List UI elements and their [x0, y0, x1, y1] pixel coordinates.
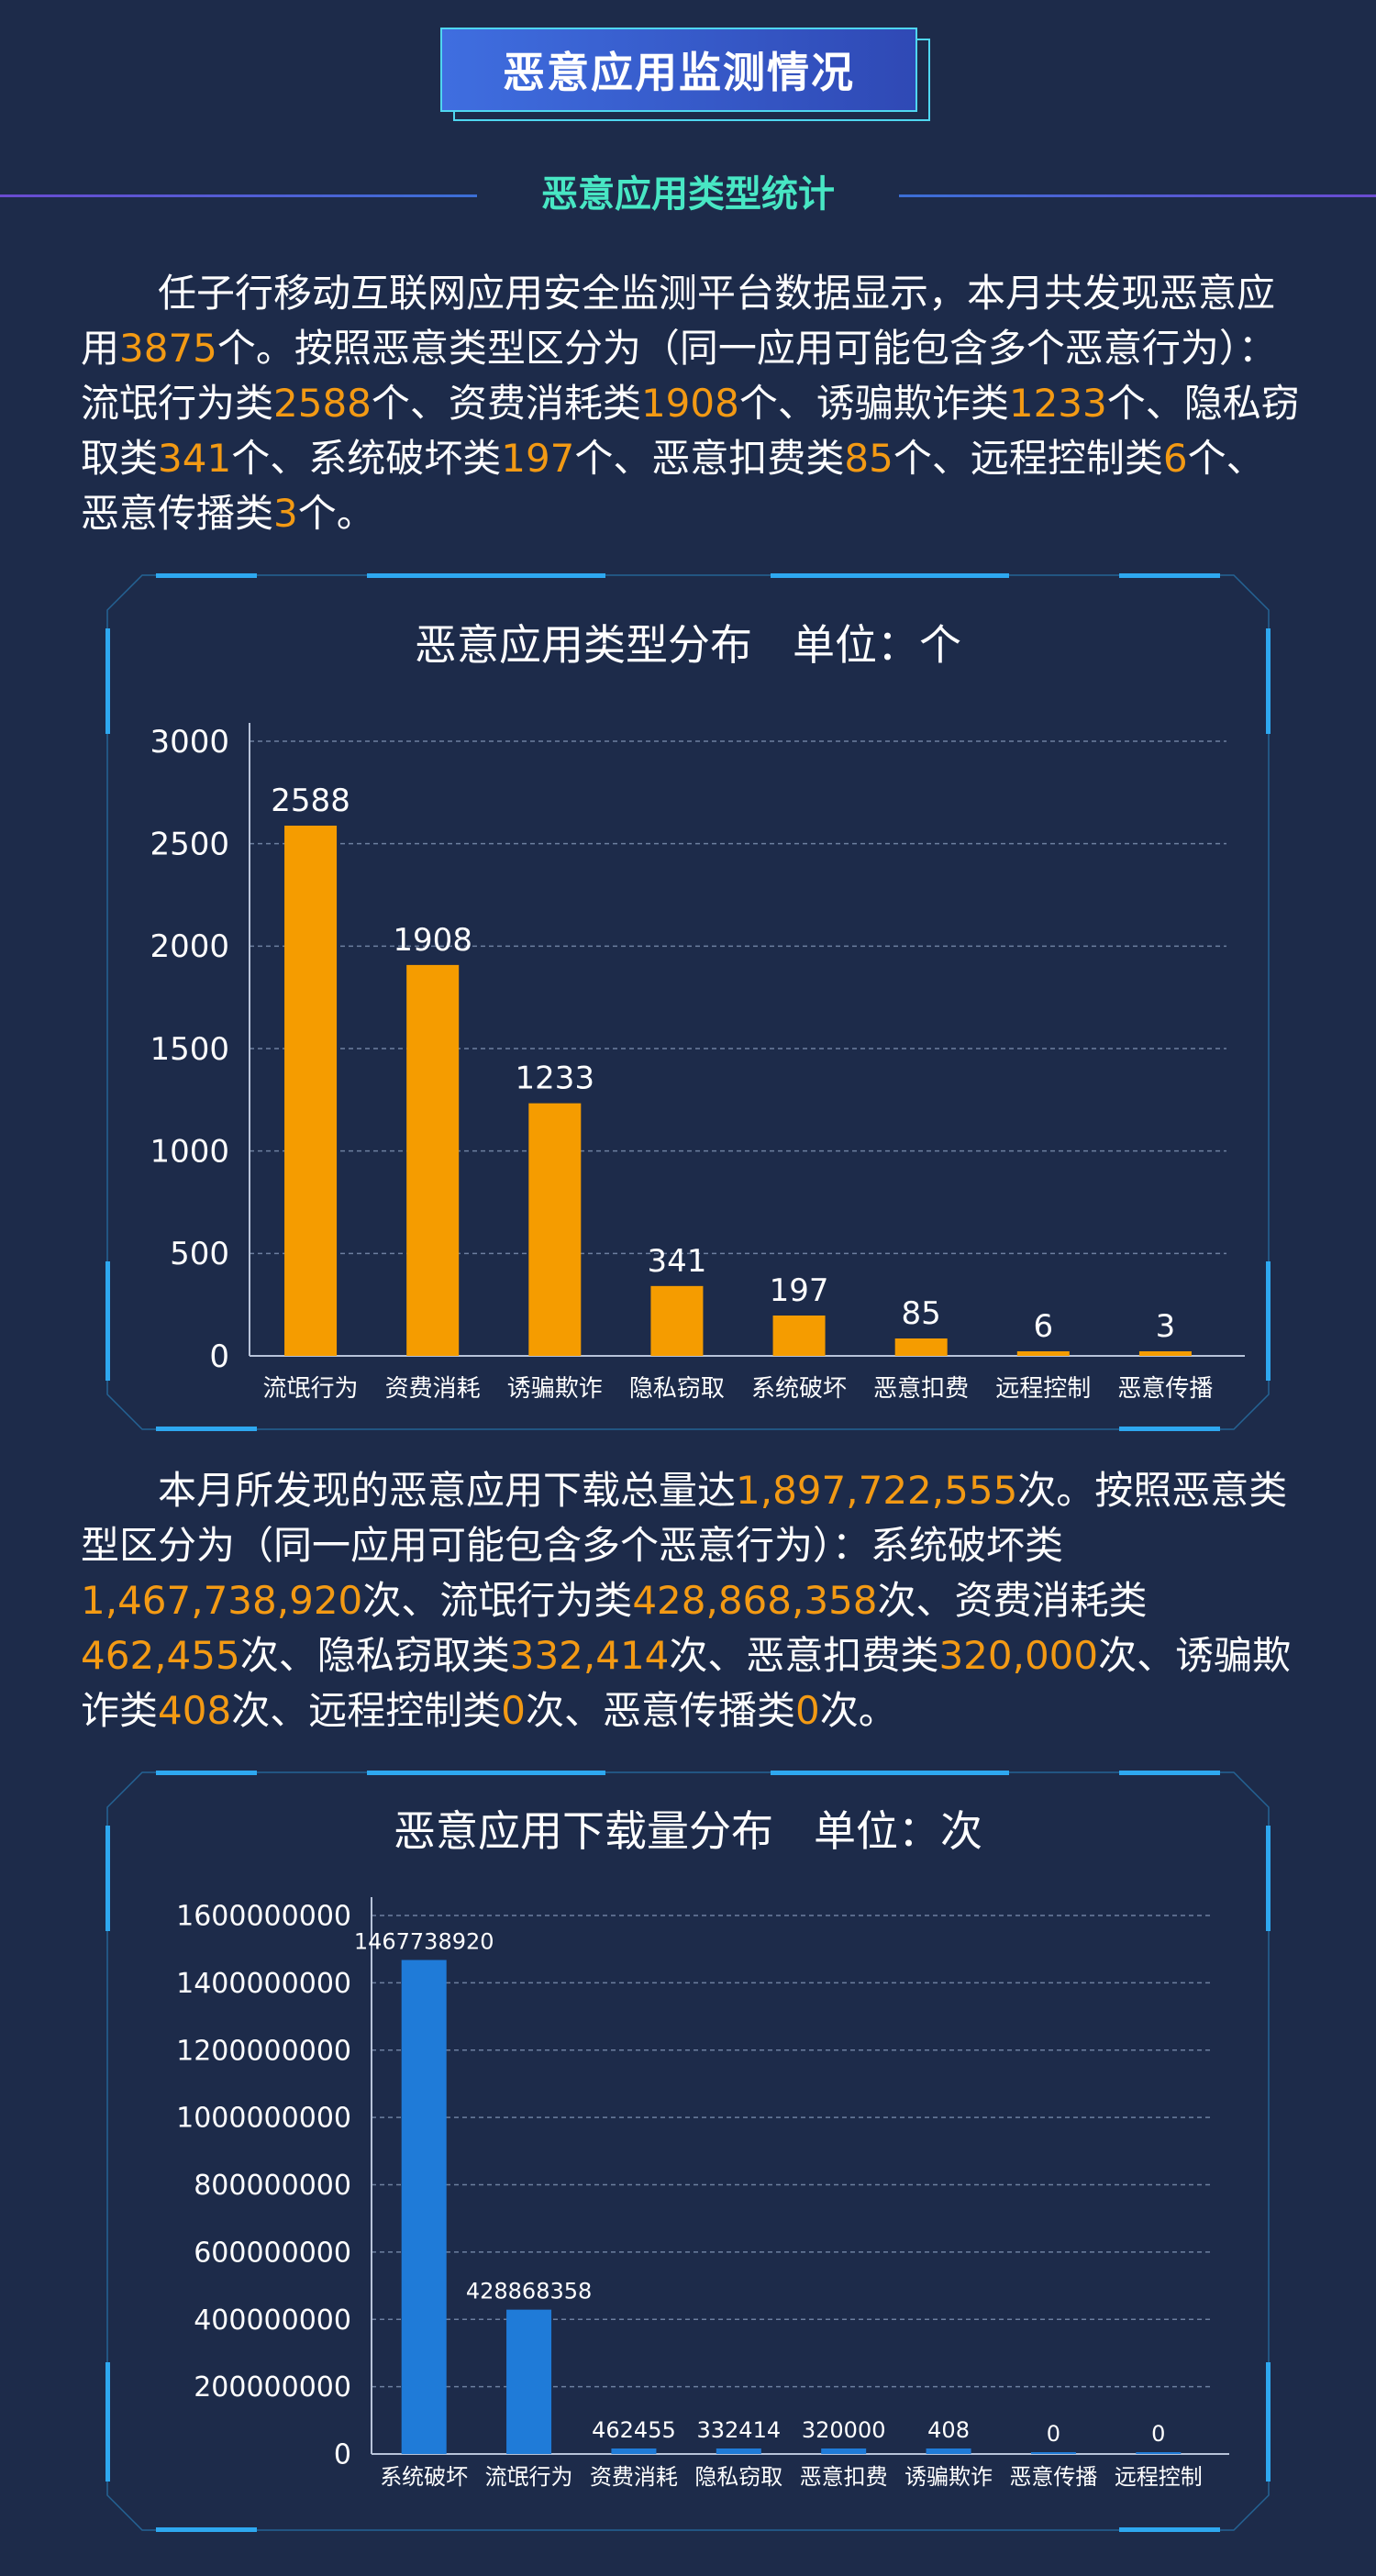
highlight-number: 341 [158, 436, 232, 481]
chart-unit-text: 单位：个 [793, 620, 961, 670]
item-suffix: 个、 [574, 436, 652, 481]
highlight-number: 85 [844, 436, 893, 481]
frame-outline [106, 574, 1270, 1430]
item-suffix: 次、 [231, 1688, 309, 1733]
item-label: 资费消耗类 [448, 381, 641, 426]
item-suffix: 次、 [239, 1633, 317, 1678]
item-suffix: 次、 [362, 1578, 440, 1623]
item-label: 流氓行为类 [439, 1578, 633, 1623]
chart-frame-downloads [105, 1771, 1271, 2532]
frame-outline [106, 1771, 1270, 2531]
highlight-number: 0 [501, 1688, 526, 1733]
highlight-number: 462,455 [81, 1633, 240, 1678]
chart-unit-text: 单位：次 [814, 1806, 982, 1856]
item-label: 诱骗欺诈类 [81, 1633, 1292, 1733]
chart-title-downloads: 恶意应用下载量分布 单位：次 [105, 1798, 1271, 1859]
item-label: 系统破坏类 [308, 436, 502, 481]
section-divider-right [899, 194, 1376, 197]
item-label: 隐私窃取类 [81, 381, 1300, 481]
item-label: 恶意扣费类 [651, 436, 845, 481]
para-text: 任子行移动互联网应用安全监测平台数据显示，本月共发现恶意应用 [81, 271, 1276, 371]
item-suffix: 个、 [1106, 381, 1184, 426]
highlight-number: 1,467,738,920 [81, 1578, 363, 1623]
item-suffix: 个、 [1187, 436, 1265, 481]
section-title: 恶意应用类型统计 [541, 173, 835, 216]
paragraph-downloads: 本月所发现的恶意应用下载总量达1,897,722,555次。按照恶意类型区分为（… [81, 1463, 1301, 1738]
item-suffix: 次、 [877, 1578, 955, 1623]
highlight-number: 1,897,722,555 [736, 1468, 1018, 1513]
item-suffix: 个。 [297, 491, 375, 536]
item-label: 恶意扣费类 [746, 1633, 939, 1678]
highlight-number: 1233 [1008, 381, 1107, 426]
item-label: 远程控制类 [970, 436, 1163, 481]
highlight-number: 408 [158, 1688, 232, 1733]
item-suffix: 次。 [819, 1688, 897, 1733]
highlight-number: 6 [1162, 436, 1188, 481]
item-label: 资费消耗类 [954, 1578, 1148, 1623]
item-label: 远程控制类 [308, 1688, 502, 1733]
chart-panel-types: 恶意应用类型分布 单位：个 0 500 1000 1500 2000 2500 3000 258… [105, 573, 1271, 1431]
item-label: 诱骗欺诈类 [816, 381, 1009, 426]
chart-panel-downloads: 恶意应用下载量分布 单位：次 0 200000000 400000000 6000000… [105, 1771, 1271, 2532]
highlight-number: 332,414 [509, 1633, 670, 1678]
item-suffix: 个、 [738, 381, 816, 426]
main-title-box: 恶意应用监测情况 [440, 28, 930, 121]
paragraph-app-types: 任子行移动互联网应用安全监测平台数据显示，本月共发现恶意应用3875个。按照恶意… [81, 266, 1301, 541]
item-suffix: 个、 [893, 436, 971, 481]
item-suffix: 个、 [231, 436, 309, 481]
item-label: 恶意传播类 [602, 1688, 795, 1733]
page-title: 恶意应用监测情况 [440, 28, 917, 112]
highlight-number: 320,000 [938, 1633, 1099, 1678]
item-suffix: 个、 [371, 381, 449, 426]
paragraph-app-types-text: 任子行移动互联网应用安全监测平台数据显示，本月共发现恶意应用3875个。按照恶意… [81, 266, 1301, 541]
highlight-number: 1908 [640, 381, 739, 426]
para-text: 个。按照恶意类型区分为（同一应用可能包含多个恶意行为）： [216, 326, 1277, 371]
highlight-number: 0 [794, 1688, 820, 1733]
para-text: 次。按照恶意类型区分为（同一应用可能包含多个恶意行为）： [81, 1468, 1288, 1568]
chart-frame-types [105, 573, 1271, 1431]
item-suffix: 次、 [1098, 1633, 1176, 1678]
section-divider-left [0, 194, 477, 197]
chart-title-text: 恶意应用下载量分布 [394, 1806, 773, 1856]
item-suffix: 次、 [669, 1633, 747, 1678]
item-label: 隐私窃取类 [316, 1633, 510, 1678]
para-text: 本月所发现的恶意应用下载总量达 [158, 1468, 737, 1513]
item-suffix: 次、 [525, 1688, 603, 1733]
highlight-number: 197 [501, 436, 575, 481]
highlight-number: 428,868,358 [632, 1578, 878, 1623]
highlight-number: 3875 [119, 326, 217, 371]
item-label: 流氓行为类 [81, 381, 274, 426]
highlight-number: 2588 [273, 381, 372, 426]
chart-title-types: 恶意应用类型分布 单位：个 [105, 612, 1271, 672]
section-header: 恶意应用类型统计 [0, 165, 1376, 220]
item-label: 系统破坏类 [871, 1523, 1064, 1568]
highlight-number: 3 [273, 491, 298, 536]
paragraph-downloads-text: 本月所发现的恶意应用下载总量达1,897,722,555次。按照恶意类型区分为（… [81, 1463, 1301, 1738]
item-label: 恶意传播类 [81, 491, 274, 536]
chart-title-text: 恶意应用类型分布 [415, 620, 752, 670]
